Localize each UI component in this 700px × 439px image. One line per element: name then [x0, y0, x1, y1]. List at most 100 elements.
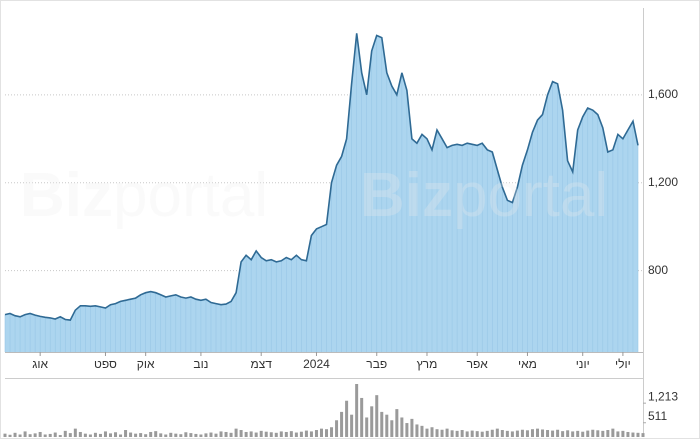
- x-tick-label: מרץ: [417, 357, 438, 371]
- watermark-bold: Biz: [360, 161, 453, 230]
- volume-bar: [480, 431, 484, 437]
- volume-bar: [340, 411, 344, 437]
- volume-bar: [204, 433, 208, 437]
- volume-bar: [254, 432, 258, 437]
- volume-bar: [365, 417, 369, 437]
- volume-bar: [611, 428, 615, 437]
- volume-bar: [546, 430, 550, 437]
- volume-bar: [3, 433, 7, 437]
- volume-bar: [626, 431, 630, 437]
- x-tick-label: יולי: [615, 357, 631, 371]
- volume-bar: [174, 433, 178, 437]
- volume-bar: [93, 432, 97, 437]
- x-tick-label: ספט: [94, 357, 117, 371]
- volume-bar: [319, 428, 323, 437]
- volume-bar: [194, 433, 198, 437]
- y-tick-label: 1,600: [648, 87, 678, 101]
- volume-bar: [239, 430, 243, 437]
- volume-bar: [154, 431, 158, 437]
- volume-bar: [420, 425, 424, 437]
- volume-bar: [159, 433, 163, 437]
- volume-bar: [23, 431, 27, 437]
- volume-bar: [576, 430, 580, 437]
- volume-bar: [43, 434, 47, 437]
- volume-tick-label: 1,213: [648, 389, 678, 403]
- volume-bar: [541, 429, 545, 437]
- volume-bar: [144, 434, 148, 437]
- volume-bar: [304, 430, 308, 437]
- y-tick-label: 1,200: [648, 175, 678, 189]
- volume-bar: [28, 434, 32, 437]
- volume-bar: [360, 397, 364, 437]
- volume-bar: [586, 430, 590, 437]
- volume-bar: [566, 430, 570, 437]
- volume-bar: [410, 418, 414, 437]
- volume-bar: [380, 411, 384, 437]
- volume-bar: [68, 433, 72, 437]
- volume-bar: [525, 430, 529, 437]
- volume-bar: [395, 409, 399, 437]
- volume-bar: [209, 432, 213, 437]
- volume-bar: [485, 430, 489, 437]
- volume-bar: [214, 433, 218, 437]
- volume-bar: [63, 430, 67, 437]
- volume-bar: [33, 433, 37, 437]
- volume-bar: [314, 430, 318, 437]
- volume-bar: [134, 433, 138, 437]
- volume-bar: [179, 434, 183, 437]
- volume-bar: [390, 420, 394, 437]
- x-tick-label: נוב: [193, 357, 208, 371]
- volume-bar: [460, 430, 464, 437]
- volume-bar: [124, 430, 128, 437]
- volume-bar: [616, 431, 620, 437]
- volume-bar: [294, 432, 298, 437]
- volume-bar: [259, 430, 263, 437]
- volume-bar: [244, 431, 248, 437]
- volume-bar: [88, 434, 92, 437]
- volume-bar: [505, 430, 509, 437]
- volume-bar: [108, 433, 112, 437]
- volume-bar: [48, 433, 52, 437]
- volume-bar: [430, 427, 434, 437]
- volume-bar: [103, 431, 107, 437]
- x-tick-label: דצמ: [250, 357, 272, 371]
- volume-bar: [98, 433, 102, 437]
- volume-bar: [551, 430, 555, 437]
- volume-bar: [536, 428, 540, 437]
- volume-bar: [149, 431, 153, 437]
- volume-bar: [229, 432, 233, 437]
- volume-bar: [249, 431, 253, 437]
- volume-bar: [8, 434, 12, 437]
- volume-bar: [199, 434, 203, 437]
- x-tick-label: מאי: [518, 357, 537, 371]
- volume-bar: [83, 433, 87, 437]
- volume-bar: [330, 427, 334, 437]
- volume-bar: [129, 432, 133, 437]
- price-line: [4, 33, 639, 321]
- x-tick-label: אוג: [32, 357, 48, 371]
- volume-bar: [490, 429, 494, 437]
- volume-bar: [445, 428, 449, 437]
- volume-bar: [73, 428, 77, 437]
- volume-bar: [515, 430, 519, 437]
- volume-bar: [591, 429, 595, 437]
- volume-bar: [169, 432, 173, 437]
- volume-bar: [606, 430, 610, 437]
- volume-bar: [561, 431, 565, 437]
- volume-bar: [53, 432, 57, 437]
- volume-bar: [284, 431, 288, 437]
- volume-bar: [631, 432, 635, 437]
- volume-bar: [455, 430, 459, 437]
- volume-bar: [470, 430, 474, 437]
- volume-bar: [601, 430, 605, 437]
- volume-bar: [335, 420, 339, 437]
- volume-bar: [325, 429, 329, 437]
- volume-bar: [385, 414, 389, 437]
- volume-tick-label: 511: [648, 409, 667, 423]
- volume-bar: [13, 432, 17, 437]
- volume-bar: [184, 432, 188, 437]
- watermark-light: portal: [113, 161, 268, 230]
- volume-bar: [114, 432, 118, 437]
- volume-bar: [440, 429, 444, 437]
